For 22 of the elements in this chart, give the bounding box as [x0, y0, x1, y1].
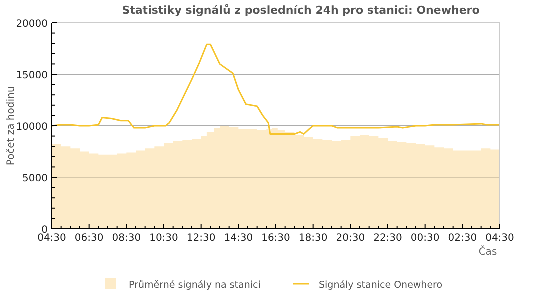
y-axis-title: Počet za hodinu	[6, 86, 17, 166]
x-tick-label: 12:30	[186, 233, 216, 244]
x-tick-label: 20:30	[336, 233, 366, 244]
legend-label: Průměrné signály na stanici	[129, 279, 261, 291]
x-tick-label: 02:30	[448, 233, 478, 244]
x-axis-title: Čas	[478, 245, 498, 258]
x-tick-label: 00:30	[410, 233, 440, 244]
x-tick-label: 04:30	[486, 233, 514, 244]
x-tick-label: 18:30	[298, 233, 328, 244]
x-tick-label: 04:30	[38, 233, 66, 244]
legend-label: Signály stanice Onewhero	[319, 280, 443, 291]
y-tick-label: 20000	[16, 19, 48, 30]
x-tick-label: 06:30	[74, 233, 104, 244]
y-tick-label: 5000	[22, 174, 48, 184]
x-tick-label: 08:30	[112, 233, 142, 244]
x-tick-label: 16:30	[262, 233, 290, 244]
y-tick-label: 10000	[16, 122, 48, 133]
chart-title: Statistiky signálů z posledních 24h pro stanici: Onewhero	[122, 4, 480, 17]
x-tick-label: 10:30	[150, 233, 178, 244]
x-tick-label: 14:30	[224, 233, 254, 244]
y-tick-label: 15000	[16, 70, 48, 82]
x-tick-label: 22:30	[374, 233, 402, 244]
